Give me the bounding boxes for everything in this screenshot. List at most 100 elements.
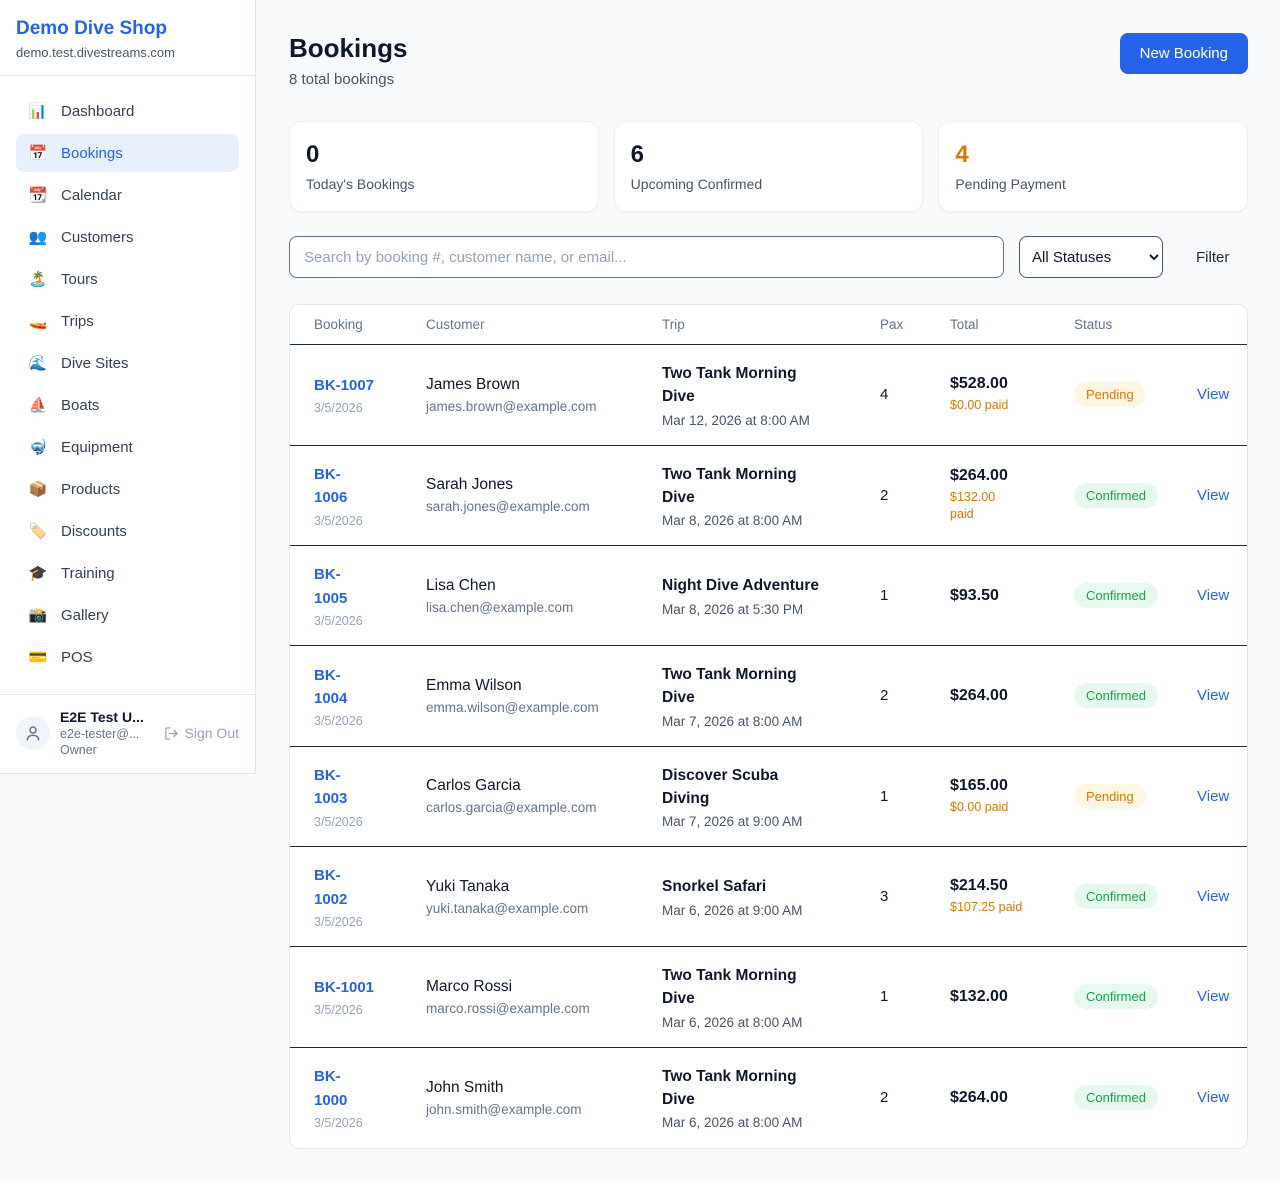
sidebar-item-dive-sites[interactable]: 🌊 Dive Sites [16, 344, 239, 382]
filter-button[interactable]: Filter [1196, 248, 1230, 266]
stat-label: Upcoming Confirmed [630, 176, 763, 192]
trip-cell: Night Dive Adventure Mar 8, 2026 at 5:30… [662, 574, 880, 616]
customer-name: Marco Rossi [426, 977, 513, 995]
page-header: Bookings 8 total bookings New Booking [289, 33, 1248, 88]
avatar [16, 716, 50, 750]
sidebar-item-boats[interactable]: ⛵ Boats [16, 386, 239, 424]
sidebar-item-pos[interactable]: 💳 POS [16, 638, 239, 676]
bookings-icon: 📅 [28, 145, 48, 162]
total-cell: $132.00 [950, 988, 1074, 1006]
booking-cell: BK- 1000 3/5/2026 [314, 1065, 426, 1130]
sign-out-icon [164, 726, 178, 740]
table-row: BK- 1004 3/5/2026 Emma Wilson emma.wilso… [290, 646, 1247, 747]
booking-link[interactable]: BK-1001 [314, 979, 375, 997]
dashboard-icon: 📊 [28, 103, 48, 120]
trip-cell: Two Tank Morning Dive Mar 6, 2026 at 8:0… [662, 964, 880, 1030]
pax-value: 3 [880, 888, 889, 905]
status-badge: Confirmed [1074, 1085, 1158, 1110]
customer-cell: John Smith john.smith@example.com [426, 1079, 662, 1117]
booking-date: 3/5/2026 [314, 1115, 363, 1130]
view-link[interactable]: View [1197, 988, 1230, 1006]
total-amount: $264.00 [950, 686, 1008, 704]
search-input[interactable] [289, 236, 1004, 278]
stat-value: 0 [306, 141, 320, 168]
view-link[interactable]: View [1197, 587, 1230, 604]
sidebar-item-label: Boats [61, 396, 100, 414]
customer-email: james.brown@example.com [426, 398, 597, 414]
sidebar-item-label: Training [61, 564, 115, 582]
view-link[interactable]: View [1197, 386, 1230, 404]
trip-datetime: Mar 6, 2026 at 8:00 AM [662, 1115, 803, 1131]
total-cell: $93.50 [950, 587, 1074, 605]
view-link[interactable]: View [1197, 486, 1230, 504]
new-booking-button[interactable]: New Booking [1119, 33, 1248, 74]
brand-name: Demo Dive Shop [16, 18, 167, 39]
sidebar-item-calendar[interactable]: 📆 Calendar [16, 176, 239, 214]
status-badge: Confirmed [1074, 884, 1158, 909]
brand-block: Demo Dive Shop demo.test.divestreams.com [0, 0, 255, 76]
trip-cell: Two Tank Morning Dive Mar 8, 2026 at 8:0… [662, 463, 880, 529]
customer-name: James Brown [426, 375, 520, 393]
trip-datetime: Mar 6, 2026 at 8:00 AM [662, 1014, 803, 1030]
status-cell: Confirmed [1074, 884, 1197, 909]
booking-link[interactable]: BK- 1005 [314, 566, 348, 607]
column-header: Booking [314, 317, 363, 332]
customer-cell: Lisa Chen lisa.chen@example.com [426, 577, 662, 615]
user-meta: E2E Test U... e2e-tester@... Owner [60, 709, 144, 757]
booking-link[interactable]: BK- 1006 [314, 466, 348, 507]
view-link[interactable]: View [1197, 687, 1230, 705]
status-cell: Pending [1074, 783, 1197, 809]
booking-link[interactable]: BK-1007 [314, 377, 375, 395]
total-cell: $264.00 [950, 687, 1074, 705]
sidebar-item-gallery[interactable]: 📸 Gallery [16, 596, 239, 634]
sidebar-item-tours[interactable]: 🏝️ Tours [16, 260, 239, 298]
trip-name: Discover Scuba Diving [662, 766, 779, 807]
pax-value: 2 [880, 1089, 889, 1106]
booking-date: 3/5/2026 [314, 401, 363, 416]
filter-row: All Statuses Filter [289, 236, 1248, 278]
booking-link[interactable]: BK- 1003 [314, 767, 348, 808]
sidebar-item-training[interactable]: 🎓 Training [16, 554, 239, 592]
booking-date: 3/5/2026 [314, 1003, 363, 1018]
paid-amount: $0.00 paid [950, 398, 1009, 412]
sidebar-item-equipment[interactable]: 🤿 Equipment [16, 428, 239, 466]
trip-cell: Two Tank Morning Dive Mar 6, 2026 at 8:0… [662, 1065, 880, 1131]
view-link[interactable]: View [1197, 1089, 1230, 1106]
customer-name: Carlos Garcia [426, 777, 521, 795]
status-badge: Confirmed [1074, 482, 1158, 508]
page-subtitle: 8 total bookings [289, 71, 395, 88]
sign-out-label: Sign Out [184, 725, 239, 741]
main-content: Bookings 8 total bookings New Booking 0 … [257, 0, 1280, 1181]
booking-link[interactable]: BK- 1004 [314, 666, 348, 707]
view-link[interactable]: View [1197, 787, 1230, 805]
pax-value: 2 [880, 486, 889, 504]
sidebar-item-label: Discounts [61, 522, 127, 540]
trip-datetime: Mar 12, 2026 at 8:00 AM [662, 412, 810, 428]
discounts-icon: 🏷️ [28, 523, 48, 540]
sidebar-item-dashboard[interactable]: 📊 Dashboard [16, 92, 239, 130]
view-link[interactable]: View [1197, 888, 1230, 905]
tours-icon: 🏝️ [28, 271, 48, 288]
stat-card: 0 Today's Bookings [289, 121, 599, 212]
booking-link[interactable]: BK- 1002 [314, 867, 348, 908]
booking-cell: BK-1001 3/5/2026 [314, 976, 426, 1017]
trip-datetime: Mar 8, 2026 at 5:30 PM [662, 601, 804, 617]
sidebar-item-label: Dive Sites [61, 354, 129, 372]
customer-email: lisa.chen@example.com [426, 599, 574, 615]
sidebar-item-products[interactable]: 📦 Products [16, 470, 239, 508]
status-filter-select[interactable]: All Statuses [1019, 236, 1163, 278]
brand-domain: demo.test.divestreams.com [16, 45, 175, 60]
booking-cell: BK- 1005 3/5/2026 [314, 563, 426, 628]
pax-value: 4 [880, 386, 889, 404]
booking-link[interactable]: BK- 1000 [314, 1068, 348, 1109]
sign-out-button[interactable]: Sign Out [164, 725, 239, 741]
sidebar-item-customers[interactable]: 👥 Customers [16, 218, 239, 256]
status-cell: Confirmed [1074, 583, 1197, 608]
sidebar-item-bookings[interactable]: 📅 Bookings [16, 134, 239, 172]
total-cell: $264.00 $132.00 paid [950, 467, 1074, 524]
sidebar-item-discounts[interactable]: 🏷️ Discounts [16, 512, 239, 550]
trip-cell: Snorkel Safari Mar 6, 2026 at 9:00 AM [662, 875, 880, 917]
customer-name: Emma Wilson [426, 676, 522, 694]
sidebar-item-trips[interactable]: 🚤 Trips [16, 302, 239, 340]
customer-cell: Yuki Tanaka yuki.tanaka@example.com [426, 878, 662, 916]
